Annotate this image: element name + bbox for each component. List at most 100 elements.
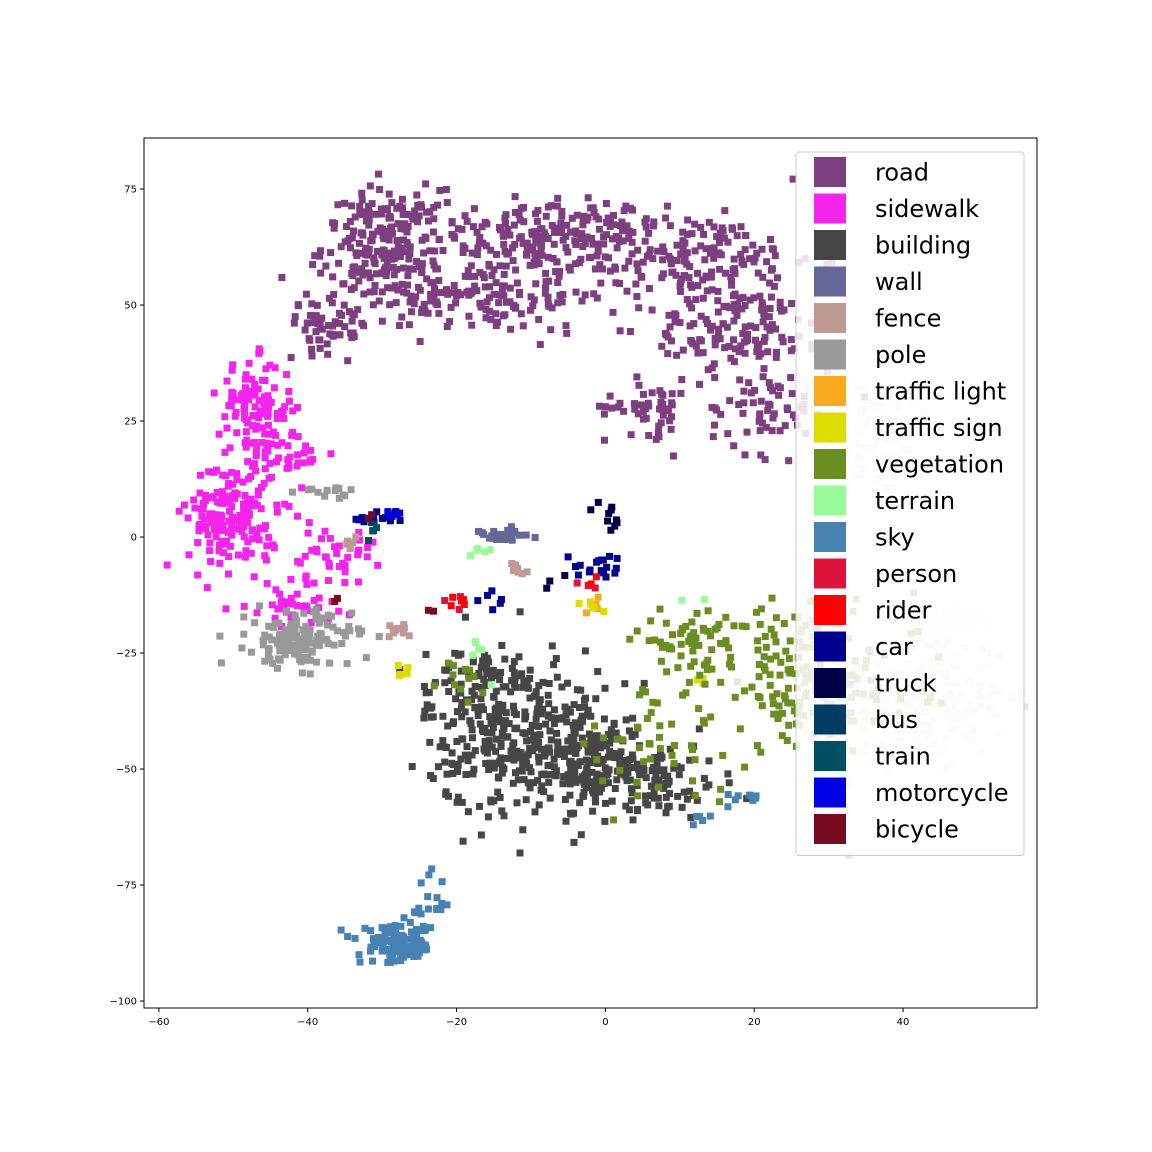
legend-swatch: [814, 193, 846, 224]
scatter-point: [527, 293, 535, 301]
scatter-point: [427, 924, 434, 932]
scatter-point: [772, 638, 780, 646]
scatter-point: [617, 748, 625, 756]
scatter-point: [600, 715, 608, 723]
scatter-point: [461, 212, 469, 220]
scatter-point: [222, 605, 230, 613]
scatter-point: [634, 760, 641, 768]
scatter-point: [741, 246, 749, 254]
scatter-point: [594, 593, 602, 601]
scatter-point: [306, 670, 314, 678]
scatter-point: [603, 231, 611, 239]
scatter-point: [488, 743, 496, 751]
scatter-point: [445, 659, 452, 667]
scatter-point: [435, 309, 443, 317]
scatter-point: [714, 308, 722, 316]
scatter-point: [730, 358, 738, 366]
scatter-point: [628, 751, 636, 759]
scatter-point: [601, 403, 609, 411]
scatter-point: [687, 662, 695, 670]
scatter-point: [380, 938, 388, 946]
scatter-point: [699, 276, 707, 284]
scatter-point: [657, 398, 665, 406]
scatter-point: [780, 620, 788, 627]
scatter-point: [616, 399, 624, 407]
scatter-point: [553, 729, 561, 737]
legend-label: truck: [875, 670, 937, 698]
scatter-point: [374, 227, 382, 235]
scatter-point: [468, 249, 476, 257]
scatter-point: [604, 517, 612, 525]
scatter-point: [659, 411, 667, 419]
scatter-point: [776, 298, 784, 306]
scatter-point: [347, 244, 354, 252]
scatter-point: [316, 336, 324, 344]
scatter-point: [636, 744, 644, 752]
scatter-point: [272, 586, 280, 594]
scatter-point: [760, 663, 768, 671]
scatter-point: [558, 683, 566, 691]
scatter-point: [603, 563, 611, 571]
scatter-point: [450, 282, 458, 289]
scatter-point: [245, 394, 253, 402]
scatter-point: [301, 602, 309, 610]
scatter-point: [499, 312, 507, 320]
scatter-point: [543, 584, 551, 592]
scatter-point: [713, 406, 721, 414]
scatter-point: [348, 334, 356, 342]
scatter-point: [562, 232, 570, 240]
scatter-point: [370, 935, 377, 943]
scatter-point: [270, 384, 278, 392]
scatter-point: [199, 505, 207, 513]
scatter-point: [330, 641, 338, 649]
scatter-point: [397, 957, 405, 965]
scatter-point: [415, 904, 423, 912]
scatter-point: [593, 240, 601, 248]
scatter-point: [697, 242, 705, 250]
scatter-point: [623, 768, 631, 776]
scatter-point: [479, 657, 487, 665]
scatter-point: [620, 407, 628, 415]
scatter-point: [590, 290, 598, 298]
scatter-point: [612, 564, 620, 572]
scatter-point: [608, 503, 616, 511]
scatter-point: [550, 228, 558, 236]
scatter-point: [284, 442, 292, 450]
scatter-point: [418, 236, 426, 244]
scatter-point: [390, 629, 398, 637]
scatter-point: [326, 330, 334, 338]
scatter-point: [724, 803, 732, 811]
scatter-point: [631, 730, 639, 738]
scatter-point: [497, 530, 505, 538]
scatter-point: [749, 241, 757, 249]
scatter-point: [628, 764, 636, 771]
scatter-point: [257, 505, 265, 513]
scatter-point: [388, 199, 396, 207]
scatter-point: [596, 402, 603, 410]
scatter-point: [505, 720, 513, 728]
scatter-point: [373, 934, 381, 942]
scatter-point: [175, 507, 183, 515]
scatter-point: [565, 263, 573, 271]
scatter-point: [654, 247, 662, 255]
scatter-point: [230, 516, 238, 524]
scatter-point: [281, 403, 289, 411]
scatter-point: [500, 232, 507, 240]
scatter-point: [488, 272, 496, 279]
scatter-point: [358, 196, 366, 204]
scatter-point: [625, 806, 633, 814]
scatter-point: [396, 940, 404, 947]
scatter-point: [341, 199, 349, 207]
scatter-point: [341, 632, 349, 640]
scatter-point: [276, 642, 283, 650]
scatter-point: [420, 300, 428, 308]
scatter-point: [530, 744, 538, 752]
scatter-point: [635, 381, 643, 389]
scatter-point: [219, 521, 227, 529]
scatter-point: [608, 731, 616, 739]
scatter-point: [325, 559, 333, 567]
scatter-point: [216, 632, 224, 640]
scatter-point: [616, 766, 624, 774]
scatter-point: [494, 318, 502, 326]
scatter-point: [289, 407, 297, 415]
